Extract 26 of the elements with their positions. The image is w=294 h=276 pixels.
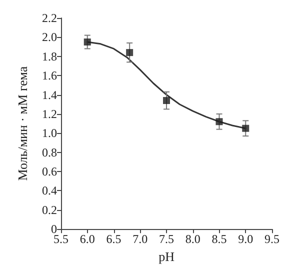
y-axis-title: Моль/мин · мМ гема bbox=[15, 66, 30, 181]
x-tick-label: 9.0 bbox=[238, 232, 254, 246]
y-tick-label: 1.4 bbox=[42, 88, 57, 102]
x-tick-label: 8.5 bbox=[212, 232, 227, 246]
x-tick-label: 6.5 bbox=[106, 232, 122, 246]
point bbox=[126, 49, 134, 56]
x-axis-title: pH bbox=[158, 249, 174, 264]
point bbox=[84, 38, 91, 46]
y-tick-label: 1.6 bbox=[42, 68, 57, 83]
x-tick-label: 9.5 bbox=[264, 232, 280, 246]
y-tick-label: 0.4 bbox=[42, 184, 57, 198]
y-tick-label: 0.8 bbox=[42, 145, 57, 160]
x-tick-label: 8.0 bbox=[185, 232, 200, 246]
y-tick-label: 1.2 bbox=[42, 106, 57, 121]
y-tick-label: 1.8 bbox=[42, 49, 57, 64]
y-tick-label: 0.6 bbox=[42, 164, 57, 179]
y-tick-label: 2.2 bbox=[42, 11, 57, 25]
point bbox=[163, 97, 170, 104]
y-tick-label: 2.0 bbox=[42, 30, 57, 44]
point bbox=[216, 118, 223, 126]
y-tick-label: 0.2 bbox=[42, 202, 57, 217]
x-tick-label: 6.0 bbox=[80, 232, 95, 246]
y-tick-label: 1.0 bbox=[42, 126, 57, 140]
point bbox=[242, 124, 250, 132]
x-tick-label: 7.0 bbox=[132, 232, 148, 246]
x-tick-label: 7.5 bbox=[159, 232, 174, 246]
